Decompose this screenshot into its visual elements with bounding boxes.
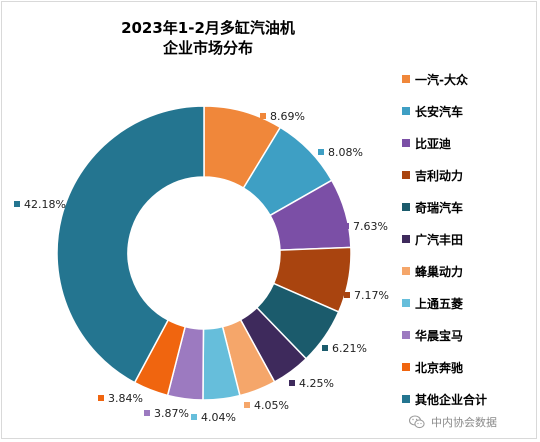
data-label-marker xyxy=(144,410,150,416)
legend-label: 奇瑞汽车 xyxy=(415,200,464,215)
data-label-marker xyxy=(322,345,328,351)
data-label: 4.04% xyxy=(201,411,236,424)
legend-label: 长安汽车 xyxy=(415,104,464,119)
legend-label: 其他企业合计 xyxy=(415,392,488,407)
legend-item: 华晨宝马 xyxy=(402,319,540,351)
legend-item: 一汽-大众 xyxy=(402,63,540,95)
legend-item: 蜂巢动力 xyxy=(402,255,540,287)
legend-item: 奇瑞汽车 xyxy=(402,191,540,223)
chart-title-line-1: 2023年1-2月多缸汽油机 xyxy=(121,19,295,37)
legend-swatch xyxy=(402,267,410,275)
legend-item: 吉利动力 xyxy=(402,159,540,191)
data-label: 3.84% xyxy=(108,392,143,405)
data-label: 42.18% xyxy=(24,198,66,211)
data-label: 3.87% xyxy=(154,407,189,420)
data-label-marker xyxy=(344,292,350,298)
data-label: 8.08% xyxy=(328,146,363,159)
legend-item: 广汽丰田 xyxy=(402,223,540,255)
legend-swatch xyxy=(402,331,410,339)
legend-label: 上通五菱 xyxy=(415,296,464,311)
legend-label: 蜂巢动力 xyxy=(415,264,464,279)
data-label: 8.69% xyxy=(270,110,305,123)
legend-item: 比亚迪 xyxy=(402,127,540,159)
legend-item: 上通五菱 xyxy=(402,287,540,319)
watermark-text: 中内协会数据 xyxy=(431,416,497,429)
legend: 一汽-大众 长安汽车 比亚迪 吉利动力 奇瑞汽车 广汽丰田 蜂巢动力 上通五菱 … xyxy=(402,63,540,415)
legend-label: 比亚迪 xyxy=(415,136,452,151)
legend-swatch xyxy=(402,299,410,307)
data-label-marker xyxy=(14,201,20,207)
watermark: 中内协会数据 xyxy=(409,414,497,430)
chart-title: 2023年1-2月多缸汽油机 企业市场分布 xyxy=(2,18,414,58)
data-label-marker xyxy=(343,223,349,229)
legend-label: 北京奔驰 xyxy=(415,360,464,375)
data-label-marker xyxy=(260,113,266,119)
legend-label: 一汽-大众 xyxy=(415,72,468,87)
legend-item: 其他企业合计 xyxy=(402,383,540,415)
legend-swatch xyxy=(402,235,410,243)
data-label: 4.05% xyxy=(254,399,289,412)
data-label-marker xyxy=(191,414,197,420)
legend-label: 吉利动力 xyxy=(415,168,464,183)
legend-item: 长安汽车 xyxy=(402,95,540,127)
legend-item: 北京奔驰 xyxy=(402,351,540,383)
data-label-marker xyxy=(244,402,250,408)
data-label: 4.25% xyxy=(299,377,334,390)
data-label-marker xyxy=(318,149,324,155)
legend-swatch xyxy=(402,395,410,403)
legend-swatch xyxy=(402,75,410,83)
legend-swatch xyxy=(402,363,410,371)
legend-label: 广汽丰田 xyxy=(415,232,464,247)
data-label-marker xyxy=(289,380,295,386)
legend-swatch xyxy=(402,107,410,115)
data-label-marker xyxy=(98,395,104,401)
slice-11 xyxy=(56,105,205,384)
data-label: 6.21% xyxy=(332,342,367,355)
data-label: 7.63% xyxy=(353,220,388,233)
legend-swatch xyxy=(402,139,410,147)
legend-swatch xyxy=(402,203,410,211)
legend-label: 华晨宝马 xyxy=(415,328,464,343)
data-label: 7.17% xyxy=(354,289,389,302)
chart-title-line-2: 企业市场分布 xyxy=(162,39,253,57)
legend-swatch xyxy=(402,171,410,179)
wechat-icon xyxy=(409,415,425,429)
